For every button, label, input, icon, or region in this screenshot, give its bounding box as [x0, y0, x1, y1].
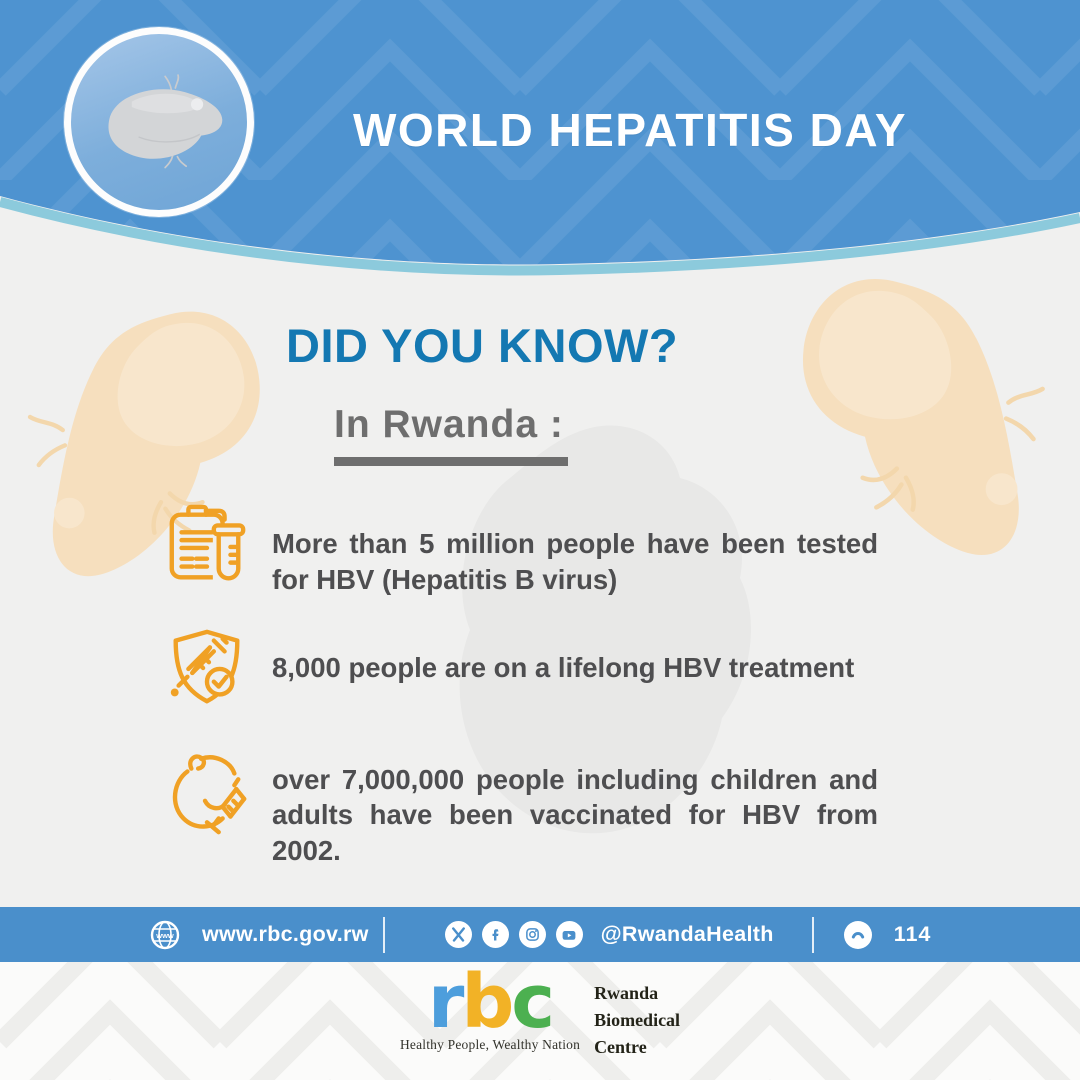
liver-illustration-left	[27, 311, 260, 577]
social-handle[interactable]: @RwandaHealth	[600, 922, 774, 946]
svg-text:www: www	[155, 931, 174, 940]
facts-list: More than 5 million people have been tes…	[162, 500, 886, 869]
zigzag-pattern	[0, 962, 1080, 1080]
page-title: WORLD HEPATITIS DAY	[352, 104, 908, 156]
footer-bar: www www.rbc.gov.rw @Rw	[0, 907, 1080, 962]
x-twitter-icon[interactable]	[444, 921, 472, 948]
shield-syringe-icon	[170, 629, 240, 703]
fact-text: More than 5 million people have been tes…	[272, 528, 878, 595]
fact-text: 8,000 people are on a lifelong HBV treat…	[272, 651, 855, 683]
fact-text: over 7,000,000 people including children…	[272, 763, 878, 867]
fact-row-vaccinated: over 7,000,000 people including children…	[162, 748, 886, 869]
curve-teal-edge	[0, 197, 1080, 276]
logo-tagline: Healthy People, Wealthy Nation	[399, 1036, 581, 1052]
globe-icon: www	[150, 920, 180, 949]
logo-name: Rwanda Biomedical Centre	[594, 980, 680, 1061]
logo-letter-b: b	[461, 959, 514, 1045]
subheadline: In Rwanda :	[334, 403, 564, 446]
rwanda-map-watermark	[459, 425, 752, 834]
hotline-number[interactable]: 114	[893, 922, 932, 946]
liver-badge	[64, 27, 254, 217]
headline: DID YOU KNOW?	[286, 319, 679, 372]
logo-letter-r: r	[427, 959, 464, 1045]
youtube-icon[interactable]	[555, 921, 583, 948]
liver-icon	[108, 74, 223, 169]
subheadline-underline	[334, 457, 568, 466]
logo-letter-c: c	[511, 959, 555, 1045]
phone-icon[interactable]	[843, 920, 872, 949]
header-banner	[0, 0, 1080, 276]
footer-divider	[382, 916, 385, 953]
instagram-icon[interactable]	[518, 921, 546, 948]
fact-row-treatment: 8,000 people are on a lifelong HBV treat…	[162, 622, 886, 714]
logo-name-line: Rwanda	[594, 983, 659, 1003]
rbc-logo-letters: rbc	[428, 965, 555, 1039]
facebook-icon[interactable]	[481, 921, 509, 948]
fact-row-tested: More than 5 million people have been tes…	[162, 500, 886, 598]
footer-divider	[811, 916, 814, 953]
baby-vaccine-icon	[172, 753, 247, 834]
rbc-logo: rbc Healthy People, Wealthy Nation Rwand…	[0, 965, 1080, 1061]
clipboard-testtube-icon	[169, 504, 246, 583]
bottom-strip: rbc Healthy People, Wealthy Nation Rwand…	[0, 962, 1080, 1080]
website-link[interactable]: www.rbc.gov.rw	[202, 922, 369, 946]
logo-name-line: Centre	[594, 1037, 647, 1057]
logo-name-line: Biomedical	[594, 1010, 681, 1030]
liver-illustration-right	[802, 279, 1045, 555]
